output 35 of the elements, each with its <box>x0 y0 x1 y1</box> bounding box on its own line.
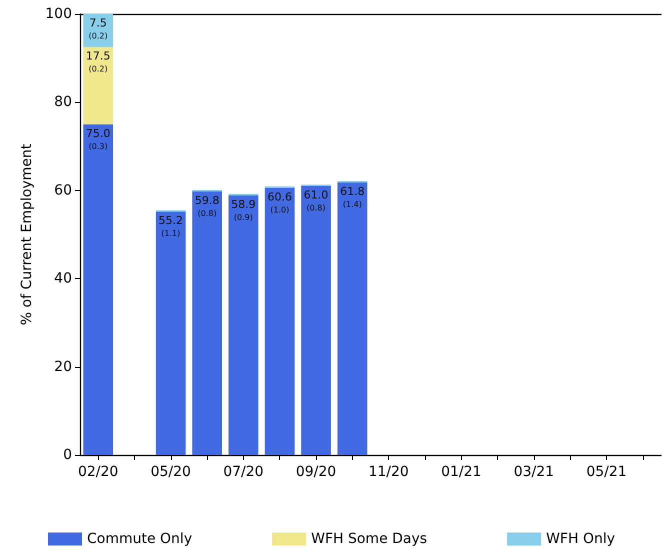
y-tick-label: 100 <box>45 6 72 22</box>
bar <box>228 195 258 455</box>
bar <box>337 182 368 455</box>
data-label: 17.5 (0.2) <box>86 50 110 74</box>
data-label: 61.8 (1.4) <box>340 184 365 209</box>
data-label: 61.0 (0.8) <box>304 188 328 212</box>
data-label: 59.8 (0.8) <box>194 194 220 218</box>
data-label: 58.9 (0.9) <box>231 198 256 222</box>
x-tick-label: 11/20 <box>368 464 409 480</box>
x-tick-label: 07/20 <box>223 464 264 480</box>
x-tick-label: 09/20 <box>296 464 336 480</box>
legend-label: Commute Only <box>86 531 192 547</box>
data-label: 75.0 (0.3) <box>86 126 110 151</box>
y-axis-title: % of Current Employment <box>19 143 35 326</box>
x-tick-label: 02/20 <box>78 464 118 480</box>
data-label: 7.5 (0.2) <box>88 16 108 40</box>
x-tick-label: 03/21 <box>514 464 554 480</box>
y-tick-label: 0 <box>63 447 72 463</box>
bar <box>83 124 114 455</box>
data-label: 60.6 (1.0) <box>267 190 292 214</box>
legend-label: WFH Only <box>546 531 616 547</box>
bar <box>301 186 331 455</box>
y-tick-label: 40 <box>54 270 72 287</box>
legend-label: WFH Some Days <box>311 531 428 547</box>
bar <box>156 212 186 455</box>
data-label: 55.2 (1.1) <box>158 214 184 238</box>
x-tick-label: 01/21 <box>441 464 482 480</box>
y-tick-label: 60 <box>54 182 72 198</box>
bar <box>264 188 295 455</box>
x-tick-label: 05/21 <box>586 464 627 480</box>
bar <box>83 47 114 124</box>
y-tick-label: 80 <box>54 94 72 110</box>
y-tick-label: 20 <box>54 358 72 375</box>
x-tick-label: 05/20 <box>150 464 191 480</box>
bar <box>192 191 222 455</box>
